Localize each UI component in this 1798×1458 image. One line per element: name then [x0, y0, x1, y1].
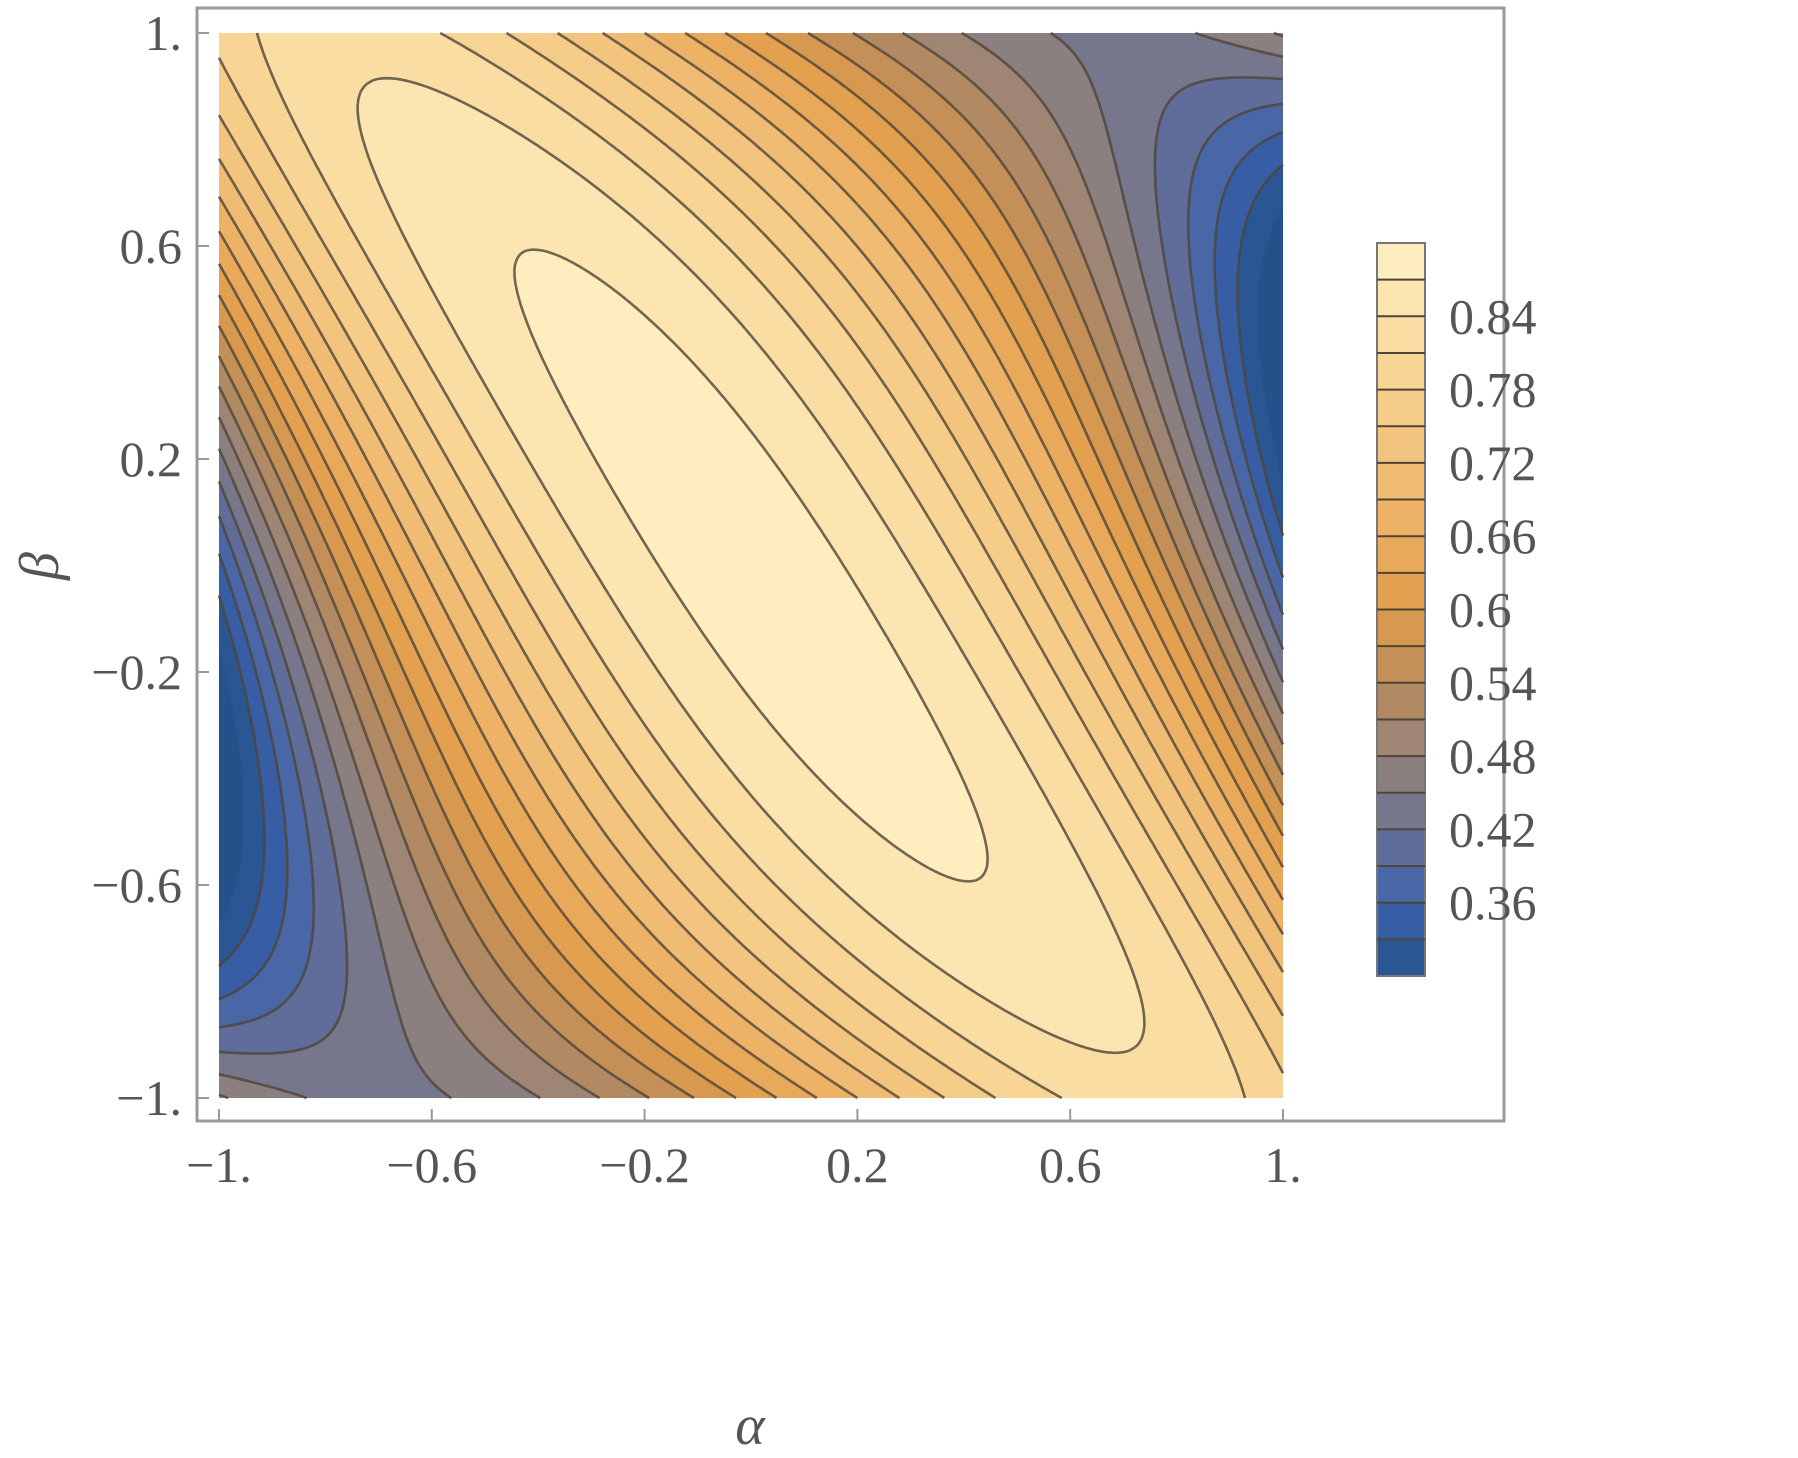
- x-axis-label: α: [735, 1395, 766, 1457]
- contour-line: [217, 31, 1285, 1100]
- contour-line: [255, 31, 1247, 1100]
- legend-tick-label: 0.6: [1449, 582, 1512, 638]
- y-tick-label: 1.: [145, 5, 183, 61]
- y-tick-label: −0.2: [91, 644, 182, 700]
- legend-tick-label: 0.78: [1449, 362, 1537, 418]
- contour-line: [513, 248, 989, 883]
- x-tick-label: 1.: [1264, 1137, 1302, 1193]
- y-axis-ticks: −1. −0.6 −0.2 0.2 0.6 1.: [91, 5, 209, 1126]
- x-tick-label: 0.6: [1039, 1137, 1102, 1193]
- legend-tick-label: 0.66: [1449, 508, 1537, 564]
- contour-line: [217, 31, 1285, 1100]
- contour-line: [217, 31, 1285, 1100]
- contour-lines: [217, 31, 1285, 1100]
- x-tick-label: 0.2: [826, 1137, 889, 1193]
- contour-line: [217, 31, 1285, 1100]
- contour-line: [217, 31, 1285, 1100]
- legend-band-lines: [1377, 278, 1425, 941]
- contour-line: [217, 31, 1285, 1100]
- contour-line: [217, 31, 1285, 1100]
- x-axis-ticks: −1. −0.6 −0.2 0.2 0.6 1.: [186, 1109, 1302, 1193]
- legend-labels: 0.84 0.78 0.72 0.66 0.6 0.54 0.48 0.42 0.36: [1449, 288, 1537, 930]
- contour-line: [356, 76, 1146, 1055]
- x-tick-label: −0.2: [599, 1137, 690, 1193]
- y-tick-label: −0.6: [91, 857, 182, 913]
- contour-line: [217, 31, 1285, 1100]
- legend-tick-label: 0.48: [1449, 728, 1537, 784]
- legend-tick-label: 0.36: [1449, 875, 1537, 931]
- contour-line: [217, 102, 1285, 1029]
- y-tick-label: 0.2: [120, 431, 183, 487]
- legend-tick-label: 0.72: [1449, 435, 1537, 491]
- legend-tick-label: 0.54: [1449, 655, 1537, 711]
- contour-line: [217, 163, 1285, 968]
- legend-tick-label: 0.42: [1449, 801, 1537, 857]
- x-tick-label: −0.6: [386, 1137, 477, 1193]
- contour-line: [217, 31, 1285, 1100]
- contour-fill: [219, 33, 1283, 1098]
- contour-line: [217, 130, 1285, 1001]
- contour-line: [217, 31, 1285, 1100]
- y-tick-label: 0.6: [120, 218, 183, 274]
- y-axis-label: β: [9, 552, 71, 581]
- color-legend: 0.84 0.78 0.72 0.66 0.6 0.54 0.48 0.42 0.36: [1376, 242, 1537, 977]
- contour-line: [217, 76, 1285, 1055]
- y-tick-label: −1.: [116, 1070, 182, 1126]
- plot-area: [217, 31, 1285, 1100]
- contour-line: [217, 31, 1285, 1100]
- x-tick-label: −1.: [186, 1137, 252, 1193]
- contour-line: [217, 31, 1285, 1100]
- legend-tick-label: 0.84: [1449, 288, 1537, 344]
